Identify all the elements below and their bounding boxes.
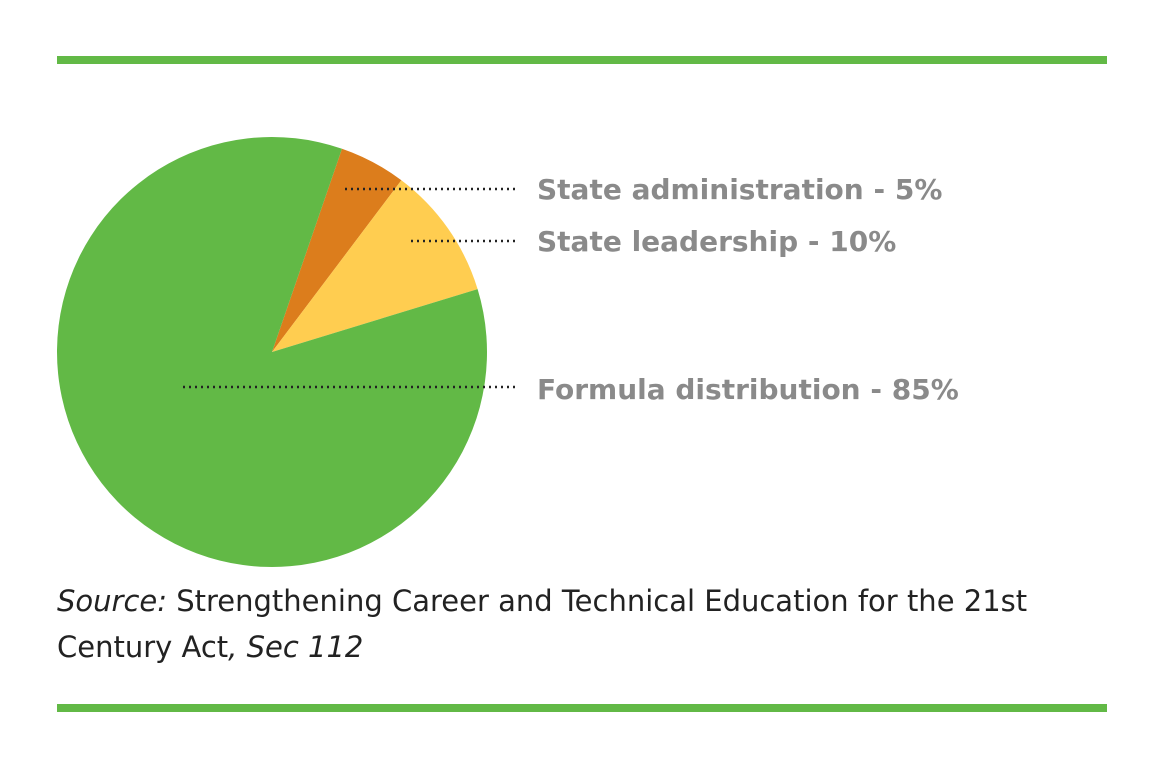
slice-callout-formula: Formula distribution - 85% — [183, 373, 959, 406]
source-note: Source: Strengthening Career and Technic… — [57, 578, 1117, 670]
slice-label-formula: Formula distribution - 85% — [537, 373, 959, 406]
pie-slices — [57, 136, 488, 567]
pie-slice-administration — [272, 148, 402, 352]
slice-label-leadership: State leadership - 10% — [537, 225, 896, 258]
slice-label-administration: State administration - 5% — [537, 173, 942, 206]
source-prefix: Source: — [57, 584, 168, 618]
top-divider — [57, 56, 1107, 64]
pie-chart: State administration - 5% State leadersh… — [57, 136, 959, 567]
slice-callout-administration: State administration - 5% — [345, 173, 942, 206]
source-section: Sec 112 — [237, 630, 364, 664]
pie-slice-leadership — [272, 180, 478, 352]
slice-callout-leadership: State leadership - 10% — [411, 225, 896, 258]
source-comma: , — [228, 630, 238, 664]
source-text: Strengthening Career and Technical Educa… — [57, 584, 1028, 664]
pie-slice-formula — [57, 136, 488, 567]
bottom-divider — [57, 704, 1107, 712]
